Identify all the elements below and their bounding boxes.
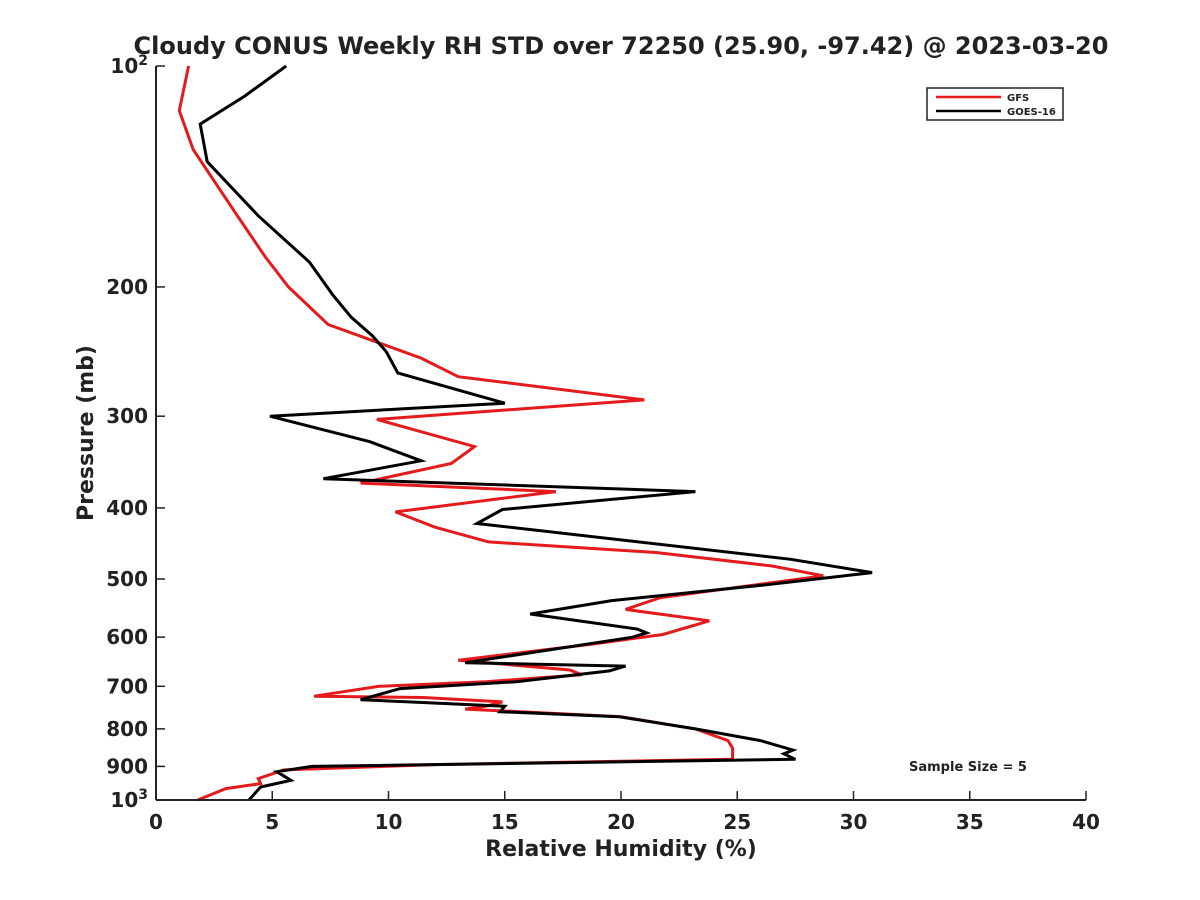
y-tick-label: 800 xyxy=(106,717,148,741)
y-tick-label: 200 xyxy=(106,275,148,299)
y-tick-label: 700 xyxy=(106,674,148,698)
x-tick-label: 35 xyxy=(956,810,984,834)
plot-area: 0 5 10 15 20 25 30 35 40 102 200 300 400 500 600 700 80… xyxy=(106,53,1100,834)
y-tick-label: 500 xyxy=(106,567,148,591)
y-tick-label: 103 xyxy=(110,787,148,812)
x-tick-label: 10 xyxy=(375,810,403,834)
x-ticks: 0 5 10 15 20 25 30 35 40 xyxy=(149,791,1100,834)
series-layer xyxy=(177,64,873,802)
sample-size-annotation: Sample Size = 5 xyxy=(909,760,1027,775)
series-line-gfs xyxy=(177,65,824,802)
y-tick-label: 900 xyxy=(106,754,148,778)
x-axis-label: Relative Humidity (%) xyxy=(485,837,757,862)
series-line-goes-16 xyxy=(198,64,873,801)
x-tick-label: 30 xyxy=(840,810,868,834)
legend-box xyxy=(926,87,1064,121)
plot-frame xyxy=(156,66,1086,800)
x-tick-label: 40 xyxy=(1072,810,1100,834)
y-tick-label: 300 xyxy=(106,404,148,428)
x-tick-label: 25 xyxy=(723,810,751,834)
legend-label-gfs: GFS xyxy=(1007,93,1029,104)
legend: GFS GOES-16 xyxy=(926,87,1064,121)
x-tick-label: 20 xyxy=(607,810,635,834)
x-tick-label: 15 xyxy=(491,810,519,834)
chart-title: Cloudy CONUS Weekly RH STD over 72250 (2… xyxy=(134,32,1109,60)
y-axis-label: Pressure (mb) xyxy=(74,345,99,521)
y-tick-label: 102 xyxy=(110,53,148,78)
y-ticks: 102 200 300 400 500 600 700 800 900 103 xyxy=(106,53,165,812)
x-tick-label: 0 xyxy=(149,810,163,834)
legend-label-goes16: GOES-16 xyxy=(1007,107,1056,118)
x-tick-label: 5 xyxy=(265,810,279,834)
y-tick-label: 600 xyxy=(106,625,148,649)
y-tick-label: 400 xyxy=(106,496,148,520)
